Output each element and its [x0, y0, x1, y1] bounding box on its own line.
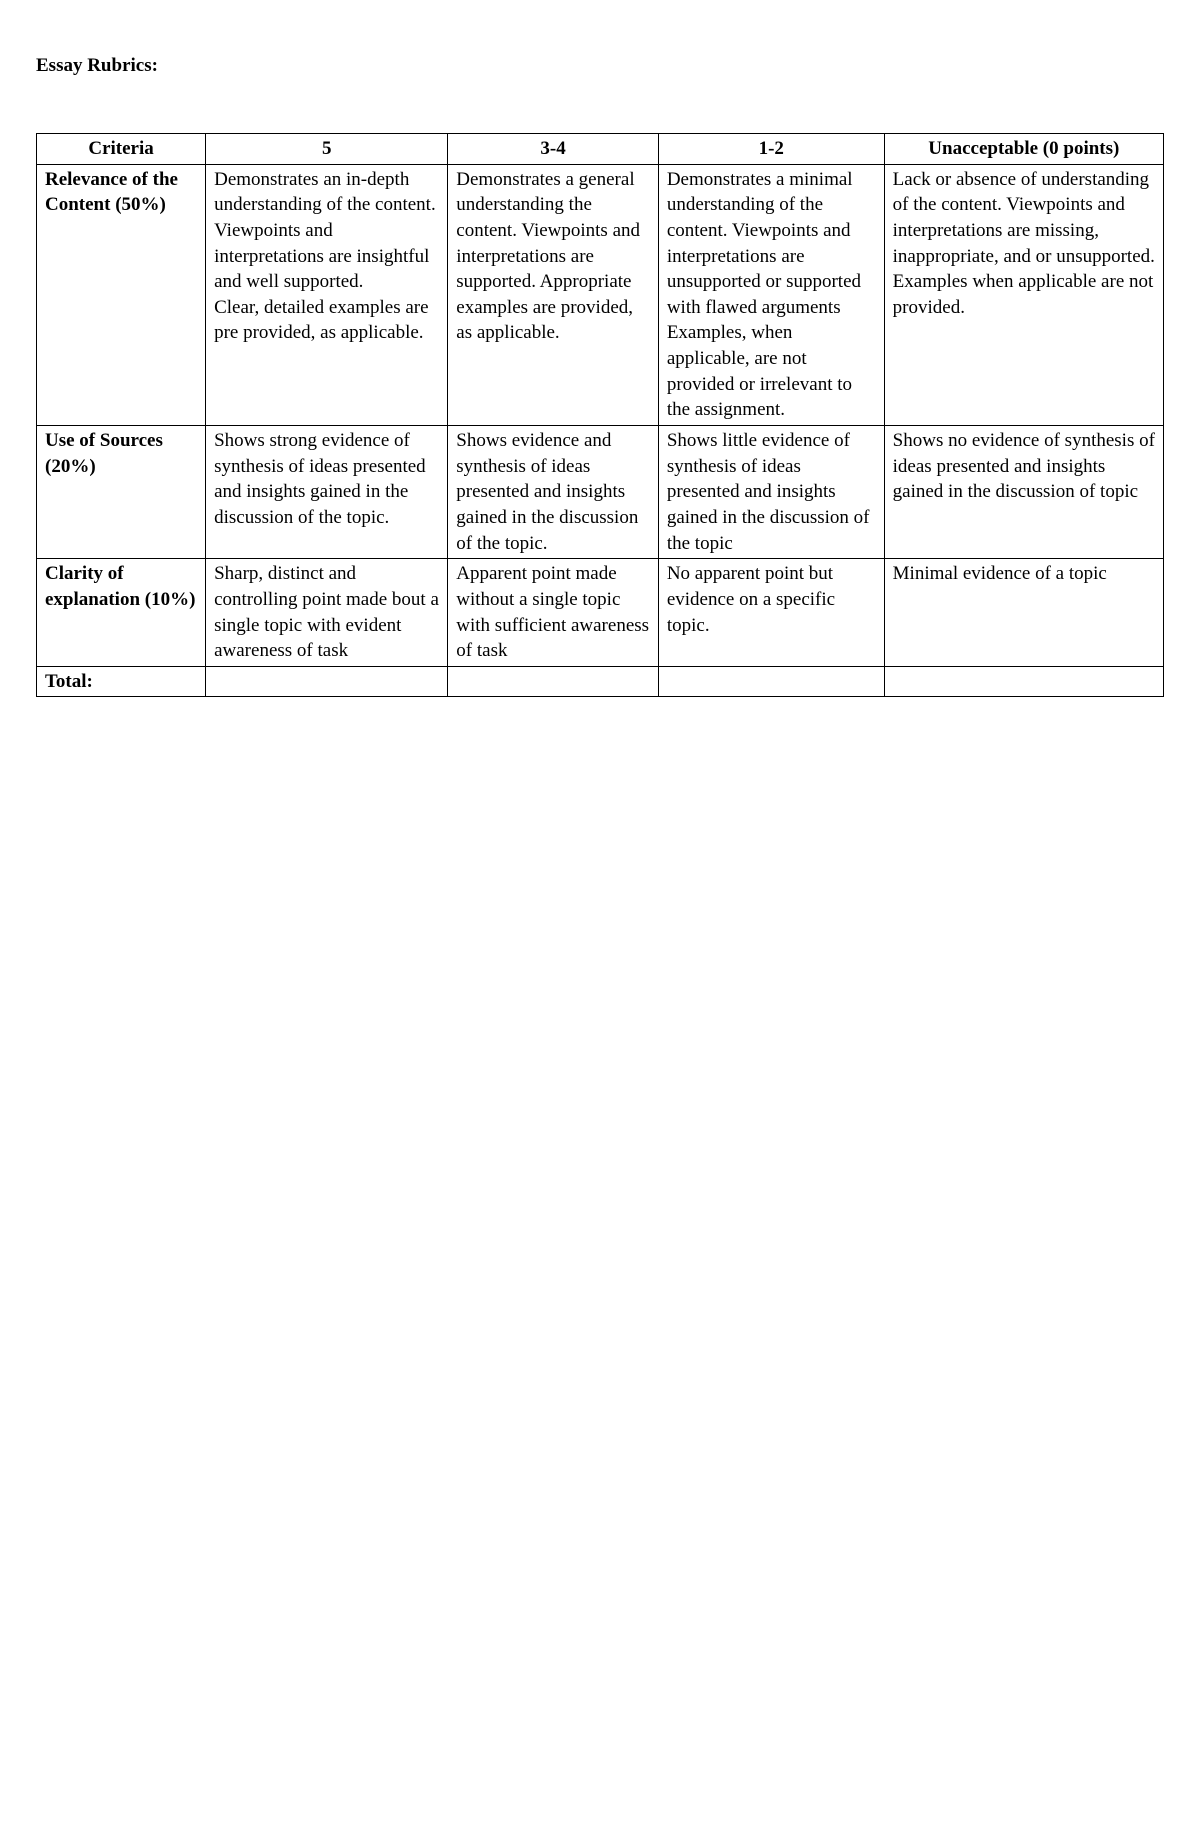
- level0-cell: Lack or absence of understanding of the …: [884, 164, 1163, 425]
- level34-cell: Apparent point made without a single top…: [448, 559, 659, 667]
- criteria-cell: Total:: [37, 666, 206, 697]
- table-header-row: Criteria 5 3-4 1-2 Unacceptable (0 point…: [37, 134, 1164, 165]
- level5-cell: Sharp, distinct and controlling point ma…: [206, 559, 448, 667]
- level0-cell: Shows no evidence of synthesis of ideas …: [884, 426, 1163, 559]
- level5-cell: [206, 666, 448, 697]
- level34-cell: [448, 666, 659, 697]
- page-title: Essay Rubrics:: [36, 55, 1164, 77]
- level34-cell: Demonstrates a general understanding the…: [448, 164, 659, 425]
- level0-cell: [884, 666, 1163, 697]
- table-row: Relevance of the Content (50%) Demonstra…: [37, 164, 1164, 425]
- criteria-cell: Clarity of explanation (10%): [37, 559, 206, 667]
- header-level0: Unacceptable (0 points): [884, 134, 1163, 165]
- table-row: Clarity of explanation (10%) Sharp, dist…: [37, 559, 1164, 667]
- header-criteria: Criteria: [37, 134, 206, 165]
- table-row: Total:: [37, 666, 1164, 697]
- level12-cell: No apparent point but evidence on a spec…: [658, 559, 884, 667]
- level12-cell: Demonstrates a minimal understanding of …: [658, 164, 884, 425]
- header-level12: 1-2: [658, 134, 884, 165]
- criteria-cell: Relevance of the Content (50%): [37, 164, 206, 425]
- header-level34: 3-4: [448, 134, 659, 165]
- level34-cell: Shows evidence and synthesis of ideas pr…: [448, 426, 659, 559]
- level12-cell: [658, 666, 884, 697]
- level0-cell: Minimal evidence of a topic: [884, 559, 1163, 667]
- level5-cell: Shows strong evidence of synthesis of id…: [206, 426, 448, 559]
- level12-cell: Shows little evidence of synthesis of id…: [658, 426, 884, 559]
- table-row: Use of Sources (20%) Shows strong eviden…: [37, 426, 1164, 559]
- level5-cell: Demonstrates an in-depth understanding o…: [206, 164, 448, 425]
- header-level5: 5: [206, 134, 448, 165]
- criteria-cell: Use of Sources (20%): [37, 426, 206, 559]
- rubric-table: Criteria 5 3-4 1-2 Unacceptable (0 point…: [36, 133, 1164, 697]
